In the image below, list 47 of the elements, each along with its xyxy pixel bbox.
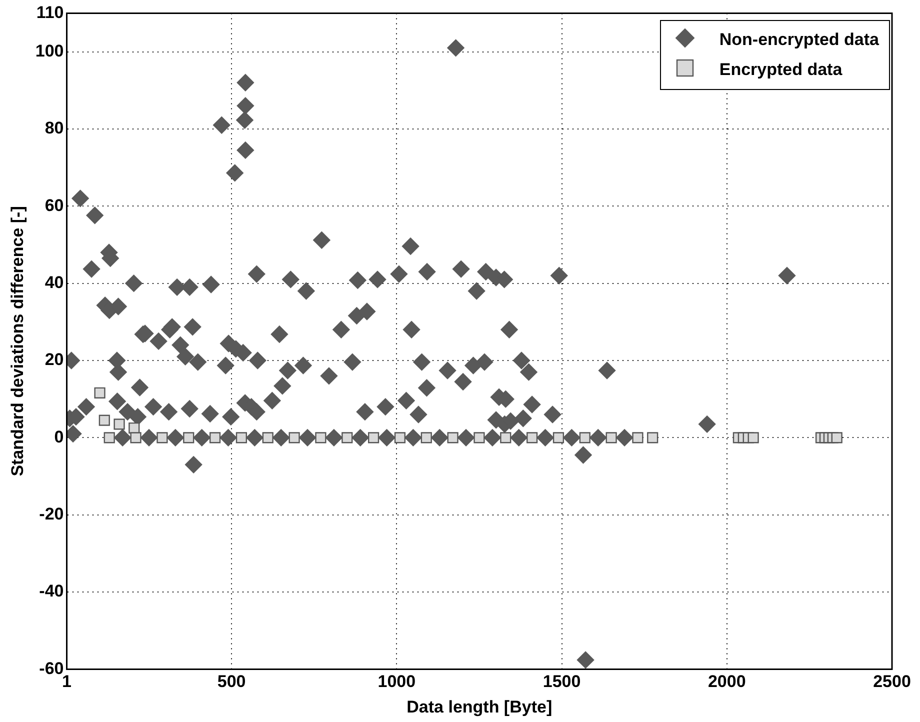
point bbox=[748, 432, 759, 444]
point bbox=[94, 387, 106, 398]
point bbox=[447, 432, 458, 444]
point bbox=[342, 432, 353, 444]
point bbox=[526, 432, 538, 444]
x-tick-label: 500 bbox=[217, 672, 246, 692]
y-tick-label: 100 bbox=[35, 41, 64, 60]
point bbox=[368, 432, 380, 444]
point bbox=[552, 432, 564, 444]
y-tick-label: 110 bbox=[36, 2, 64, 22]
point bbox=[156, 432, 168, 444]
point bbox=[236, 432, 248, 444]
point bbox=[420, 432, 432, 444]
legend-label: Encrypted data bbox=[719, 60, 842, 80]
point bbox=[606, 432, 617, 444]
point bbox=[209, 432, 221, 444]
x-tick-label: 1000 bbox=[378, 672, 416, 692]
y-tick-label: 40 bbox=[44, 273, 64, 292]
x-tick-label: 1500 bbox=[542, 672, 581, 692]
point bbox=[394, 432, 406, 444]
y-tick-label: 0 bbox=[54, 427, 64, 446]
x-tick-label: 2000 bbox=[708, 672, 746, 692]
legend-label: Non-encrypted data bbox=[719, 30, 879, 50]
x-tick-label: 2500 bbox=[873, 672, 911, 692]
point bbox=[114, 418, 125, 430]
y-tick-label: 60 bbox=[44, 196, 64, 215]
point bbox=[98, 414, 110, 426]
y-tick-label: -20 bbox=[39, 504, 64, 524]
y-axis-title: Standard deviations difference [-] bbox=[8, 206, 27, 476]
point bbox=[579, 432, 590, 444]
y-tick-label: -40 bbox=[39, 582, 64, 601]
point bbox=[104, 432, 115, 444]
y-tick-label: -60 bbox=[39, 658, 64, 678]
point bbox=[183, 432, 194, 444]
x-tick-label: 1 bbox=[62, 672, 72, 692]
point bbox=[288, 432, 300, 444]
point bbox=[831, 432, 842, 444]
point bbox=[315, 432, 326, 444]
point bbox=[262, 432, 274, 444]
point bbox=[474, 432, 485, 444]
point bbox=[130, 432, 142, 444]
point bbox=[647, 432, 658, 444]
x-axis-title: Data length [Byte] bbox=[406, 697, 552, 716]
y-tick-label: 80 bbox=[44, 118, 64, 138]
point bbox=[632, 432, 644, 444]
y-tick-label: 20 bbox=[44, 350, 64, 370]
point bbox=[500, 432, 512, 444]
